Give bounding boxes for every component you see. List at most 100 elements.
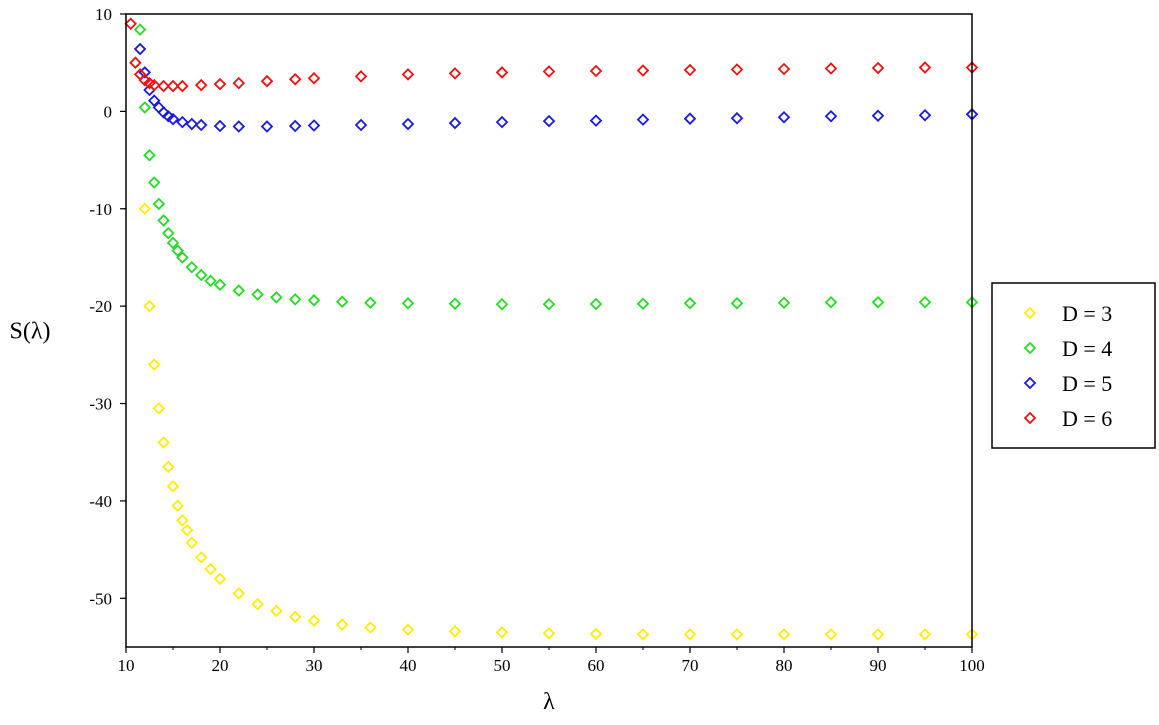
y-tick-label: -40 xyxy=(89,492,112,511)
data-point xyxy=(307,72,321,85)
y-tick-label: 10 xyxy=(95,5,112,24)
data-point xyxy=(448,625,462,638)
data-point xyxy=(143,148,156,162)
data-point xyxy=(157,214,170,227)
data-point xyxy=(288,119,302,133)
x-tick-label: 80 xyxy=(776,656,793,675)
data-point xyxy=(194,118,208,132)
data-point xyxy=(213,278,227,292)
data-point xyxy=(185,117,199,131)
plot-frame xyxy=(125,13,973,648)
data-point xyxy=(918,295,932,309)
series-4 xyxy=(124,17,979,93)
x-tick-label: 10 xyxy=(118,656,135,675)
legend-marker xyxy=(1023,341,1037,355)
data-point xyxy=(683,296,697,310)
data-point xyxy=(166,236,180,250)
data-point xyxy=(730,296,744,310)
data-point xyxy=(194,551,208,564)
data-point xyxy=(138,101,152,114)
data-point xyxy=(213,119,227,133)
legend-marker xyxy=(1023,306,1037,320)
data-point xyxy=(213,572,227,586)
x-tick-label: 40 xyxy=(400,656,417,675)
data-point xyxy=(777,62,791,76)
data-point xyxy=(307,294,321,307)
data-point xyxy=(204,274,217,288)
data-point xyxy=(636,628,650,641)
data-point xyxy=(589,64,603,78)
data-point xyxy=(542,627,556,640)
legend-box xyxy=(991,282,1156,449)
data-point xyxy=(918,628,932,641)
y-tick-label: -10 xyxy=(89,200,112,219)
data-point xyxy=(824,62,838,75)
data-point xyxy=(871,628,885,641)
data-point xyxy=(918,109,932,122)
data-point xyxy=(157,79,170,93)
x-tick-label: 100 xyxy=(959,656,985,675)
data-point xyxy=(401,68,415,81)
data-point xyxy=(824,295,838,309)
legend-marker xyxy=(1023,376,1037,390)
data-point xyxy=(307,119,321,132)
data-point xyxy=(824,628,838,641)
data-point xyxy=(730,63,744,76)
x-tick-label: 90 xyxy=(870,656,887,675)
data-point xyxy=(401,623,415,636)
data-point xyxy=(157,436,170,449)
data-point xyxy=(204,562,217,576)
data-point xyxy=(495,115,509,129)
data-point xyxy=(133,42,147,56)
data-point xyxy=(542,297,556,311)
data-point xyxy=(730,111,744,125)
data-point xyxy=(185,260,199,274)
data-point xyxy=(152,402,166,415)
data-point xyxy=(354,70,368,83)
data-point xyxy=(260,120,274,133)
y-tick-label: -50 xyxy=(89,589,112,608)
data-point xyxy=(176,79,189,93)
data-point xyxy=(307,614,321,627)
x-tick-label: 20 xyxy=(212,656,229,675)
legend-label: D = 6 xyxy=(1062,406,1112,431)
data-point xyxy=(683,112,697,125)
data-point xyxy=(335,295,349,309)
data-point xyxy=(185,536,199,550)
data-point xyxy=(147,358,161,371)
data-point xyxy=(918,61,932,74)
data-point xyxy=(232,120,246,133)
data-point xyxy=(683,63,697,77)
data-point xyxy=(180,523,194,537)
y-tick-label: 0 xyxy=(104,102,113,121)
y-tick-label: -30 xyxy=(89,395,112,414)
data-point xyxy=(495,66,509,79)
data-point xyxy=(176,251,189,264)
legend-marker xyxy=(1023,411,1037,425)
data-point xyxy=(147,78,161,92)
data-point xyxy=(683,628,697,641)
data-point xyxy=(589,114,603,127)
data-point xyxy=(542,114,556,128)
data-point xyxy=(636,64,650,77)
data-point xyxy=(777,296,791,310)
data-point xyxy=(232,284,246,297)
data-point xyxy=(147,176,161,189)
data-point xyxy=(401,296,415,310)
data-point xyxy=(138,202,152,216)
data-point xyxy=(260,74,274,88)
data-point xyxy=(824,109,838,123)
data-point xyxy=(777,110,791,124)
data-point xyxy=(133,23,147,36)
series-3 xyxy=(133,42,979,133)
data-point xyxy=(166,112,180,126)
data-point xyxy=(162,226,175,240)
data-point xyxy=(589,627,603,641)
legend: D = 3 D = 4 D = 5 D = 6 xyxy=(991,282,1156,449)
data-point xyxy=(288,610,302,624)
legend-label: D = 4 xyxy=(1062,336,1112,361)
data-point xyxy=(448,116,462,130)
series-2 xyxy=(133,23,979,311)
data-point xyxy=(730,628,744,641)
